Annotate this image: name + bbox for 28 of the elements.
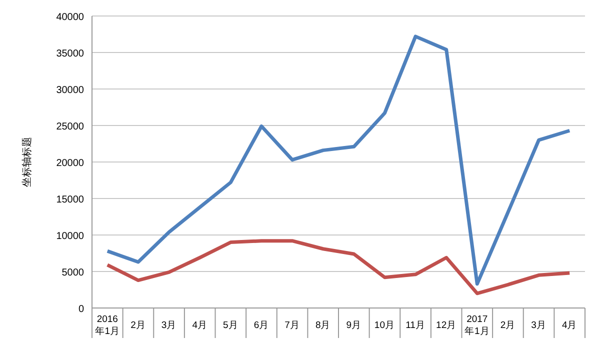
line-series <box>106 34 572 286</box>
x-tick-label: 11月 <box>406 320 426 331</box>
x-tick-label: 3月 <box>161 320 177 331</box>
x-tick-label: 4月 <box>562 320 578 331</box>
x-tick-label: 7月 <box>284 320 300 331</box>
x-tick-label: 2月 <box>500 320 516 331</box>
x-tick-label: 9月 <box>346 320 362 331</box>
x-tick-label: 2月 <box>130 320 146 331</box>
x-tick-label: 10月 <box>374 320 396 331</box>
y-tick-label: 40000 <box>56 12 84 23</box>
x-tick-label: 5月 <box>223 320 238 331</box>
y-tick-label: 30000 <box>56 85 84 96</box>
y-tick-label: 15000 <box>56 194 84 206</box>
y-tick-label: 10000 <box>56 231 84 242</box>
x-tick-label: 2017 年1月 <box>464 314 490 337</box>
y-tick-label: 20000 <box>56 158 84 169</box>
x-tick-label: 2016 年1月 <box>94 314 120 337</box>
line-series <box>106 239 572 296</box>
x-tick-label: 6月 <box>254 320 270 331</box>
x-tick-label: 3月 <box>531 320 546 331</box>
x-tick-label: 4月 <box>192 320 208 331</box>
y-axis-title: 坐标轴标题 <box>21 137 33 187</box>
x-tick-label: 12月 <box>436 320 457 331</box>
y-tick-label: 5000 <box>62 268 84 278</box>
y-tick-label: 35000 <box>56 48 84 60</box>
y-tick-label: 25000 <box>56 122 84 132</box>
y-tick-label: 0 <box>78 304 84 315</box>
x-tick-label: 8月 <box>315 320 331 331</box>
